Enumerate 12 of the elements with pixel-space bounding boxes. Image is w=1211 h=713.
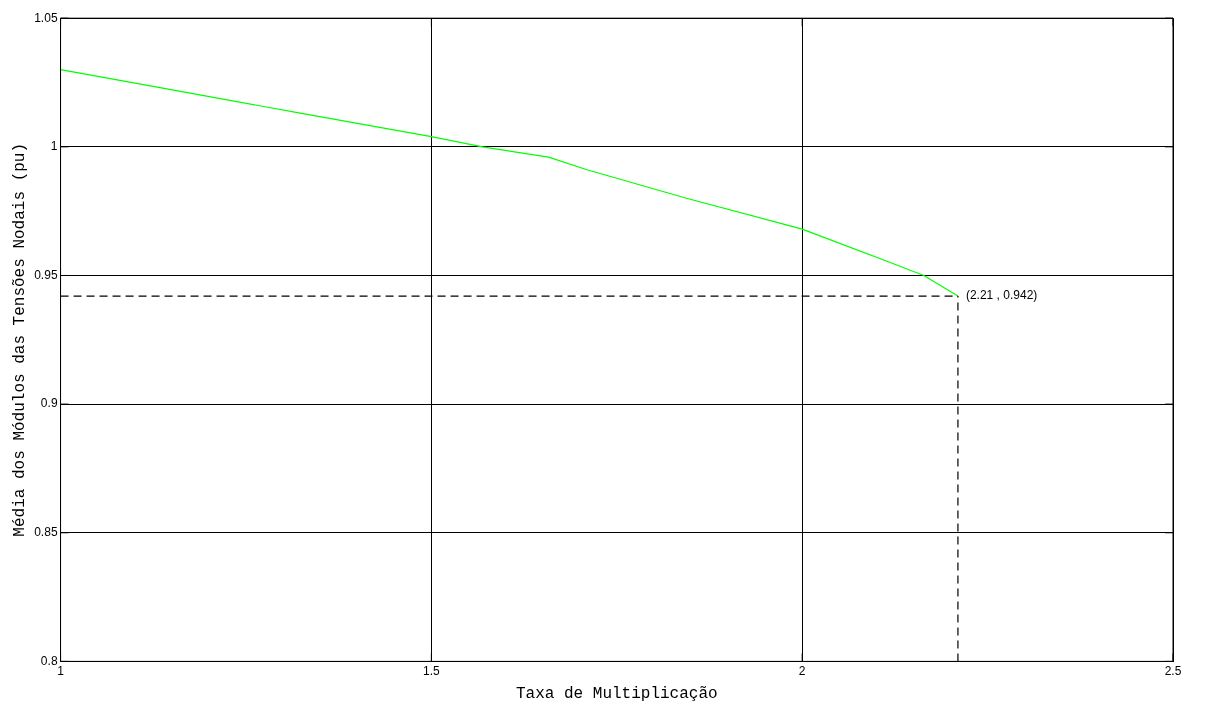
- annotation: (2.21 , 0.942): [965, 288, 1038, 303]
- y-tick-label: 1: [50, 139, 58, 154]
- y-tick-label: 1.05: [34, 10, 58, 25]
- y-axis-title: Média dos Módulos das Tensões Nodais (pu): [10, 142, 29, 537]
- x-tick-label: 2: [798, 663, 806, 678]
- y-tick-label: 0.9: [40, 396, 58, 411]
- y-tick-label: 0.85: [34, 525, 58, 540]
- y-tick-label: 0.95: [34, 267, 58, 282]
- x-axis-title: Taxa de Multiplicação: [515, 684, 718, 703]
- y-tick-label: 0.8: [40, 653, 58, 668]
- x-tick-label: 2.5: [1164, 663, 1182, 678]
- x-tick-label: 1.5: [423, 663, 441, 678]
